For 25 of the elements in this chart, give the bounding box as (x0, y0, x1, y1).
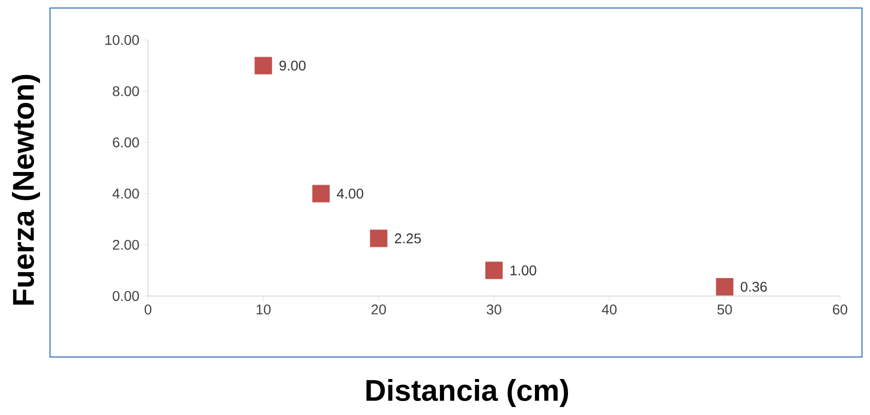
y-tick-label: 10.00 (106, 35, 139, 45)
data-label: 2.25 (394, 233, 421, 244)
x-tick-label: 10 (256, 304, 271, 314)
point (485, 262, 503, 280)
x-tick-label: 30 (486, 304, 502, 314)
point (716, 278, 734, 296)
data-label: 4.00 (336, 188, 364, 199)
x-tick-label: 50 (717, 304, 732, 314)
data-label: 1.00 (510, 265, 536, 276)
point (370, 230, 388, 248)
y-tick-label: 2.00 (112, 240, 139, 250)
y-axis-title: Fuerza (Newton) (12, 74, 40, 305)
y-tick-label: 4.00 (112, 188, 139, 199)
data-label: 9.00 (280, 60, 306, 71)
x-tick-label: 40 (602, 304, 617, 314)
data-label: 0.36 (740, 282, 767, 292)
y-tick-label: 6.00 (112, 137, 139, 148)
x-tick-label: 60 (832, 304, 848, 314)
x-tick-label: 20 (372, 304, 386, 314)
point (312, 184, 330, 202)
point (254, 56, 272, 74)
y-tick-label: 8.00 (112, 86, 139, 96)
x-axis-title: Distancia (cm) (366, 379, 568, 407)
x-tick-label: 0 (144, 304, 152, 314)
y-tick-label: 0.00 (112, 291, 139, 301)
